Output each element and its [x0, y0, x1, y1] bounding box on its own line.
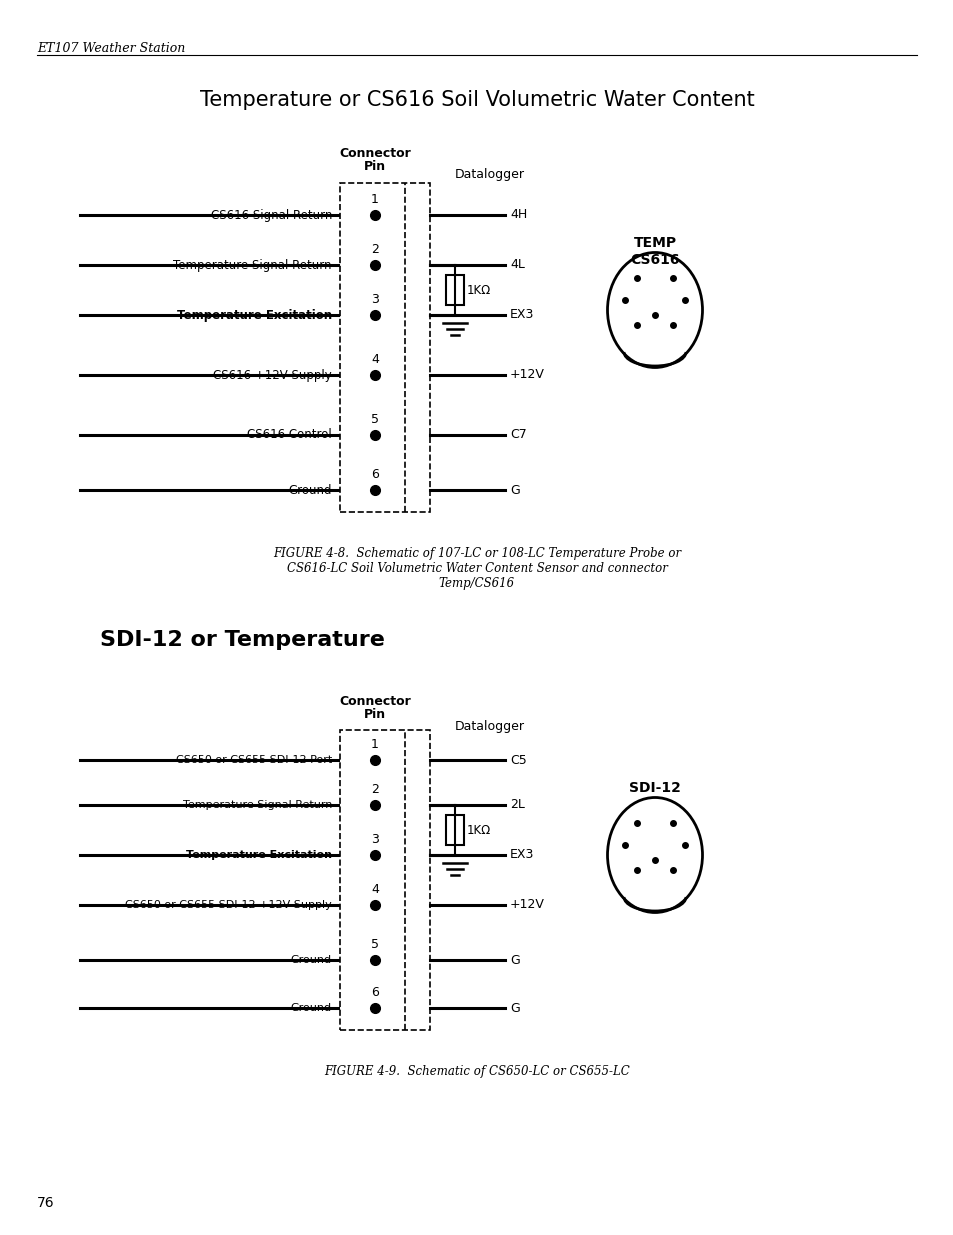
Text: G: G: [510, 483, 519, 496]
Text: 2L: 2L: [510, 799, 524, 811]
Text: 3: 3: [371, 832, 378, 846]
Text: Pin: Pin: [363, 161, 386, 173]
Text: G: G: [510, 1002, 519, 1014]
Text: 1: 1: [371, 739, 378, 751]
Text: 2: 2: [371, 783, 378, 797]
Bar: [339, 730, 430, 1030]
Text: CS616: CS616: [630, 253, 679, 267]
Text: 1: 1: [371, 193, 378, 206]
Text: Temperature Excitation: Temperature Excitation: [186, 850, 332, 860]
Text: Datalogger: Datalogger: [455, 720, 524, 734]
Text: ET107 Weather Station: ET107 Weather Station: [37, 42, 185, 56]
Text: 4L: 4L: [510, 258, 524, 272]
Text: CS616 Control: CS616 Control: [247, 429, 332, 441]
Text: 4: 4: [371, 353, 378, 366]
Text: C5: C5: [510, 753, 526, 767]
Text: Connector: Connector: [338, 147, 411, 161]
Bar: [339, 183, 430, 513]
Text: 4H: 4H: [510, 209, 527, 221]
Text: FIGURE 4-8.  Schematic of 107-LC or 108-LC Temperature Probe or
CS616-LC Soil Vo: FIGURE 4-8. Schematic of 107-LC or 108-L…: [273, 547, 680, 590]
Bar: [446, 275, 463, 305]
Text: 4: 4: [371, 883, 378, 897]
Text: Ground: Ground: [288, 483, 332, 496]
Text: 76: 76: [37, 1195, 54, 1210]
Text: SDI-12 or Temperature: SDI-12 or Temperature: [100, 630, 384, 650]
Text: SDI-12: SDI-12: [628, 781, 680, 795]
Text: Datalogger: Datalogger: [455, 168, 524, 182]
Text: CS650 or CS655 SDI-12 Port: CS650 or CS655 SDI-12 Port: [175, 755, 332, 764]
Text: 1KΩ: 1KΩ: [467, 284, 491, 296]
Text: 3: 3: [371, 293, 378, 306]
Text: C7: C7: [510, 429, 526, 441]
Text: CS650 or CS655 SDI-12 +12V Supply: CS650 or CS655 SDI-12 +12V Supply: [125, 900, 332, 910]
Text: FIGURE 4-9.  Schematic of CS650-LC or CS655-LC: FIGURE 4-9. Schematic of CS650-LC or CS6…: [324, 1065, 629, 1078]
Text: CS616 +12V Supply: CS616 +12V Supply: [213, 368, 332, 382]
Text: +12V: +12V: [510, 368, 544, 382]
Text: CS616 Signal Return: CS616 Signal Return: [211, 209, 332, 221]
Text: TEMP: TEMP: [633, 236, 676, 249]
Text: Connector: Connector: [338, 695, 411, 708]
Text: 5: 5: [371, 939, 378, 951]
Text: 1KΩ: 1KΩ: [467, 824, 491, 836]
Text: Temperature Signal Return: Temperature Signal Return: [173, 258, 332, 272]
Text: Ground: Ground: [291, 955, 332, 965]
Text: EX3: EX3: [510, 848, 534, 862]
Text: 6: 6: [371, 468, 378, 480]
Text: Temperature or CS616 Soil Volumetric Water Content: Temperature or CS616 Soil Volumetric Wat…: [199, 90, 754, 110]
Text: 2: 2: [371, 243, 378, 256]
Text: Temperature Signal Return: Temperature Signal Return: [182, 800, 332, 810]
Text: Pin: Pin: [363, 708, 386, 721]
Text: G: G: [510, 953, 519, 967]
Text: 5: 5: [371, 412, 378, 426]
Text: Temperature Excitation: Temperature Excitation: [176, 309, 332, 321]
Text: 6: 6: [371, 986, 378, 999]
Text: Ground: Ground: [291, 1003, 332, 1013]
Bar: [446, 815, 463, 845]
Text: +12V: +12V: [510, 899, 544, 911]
Text: EX3: EX3: [510, 309, 534, 321]
